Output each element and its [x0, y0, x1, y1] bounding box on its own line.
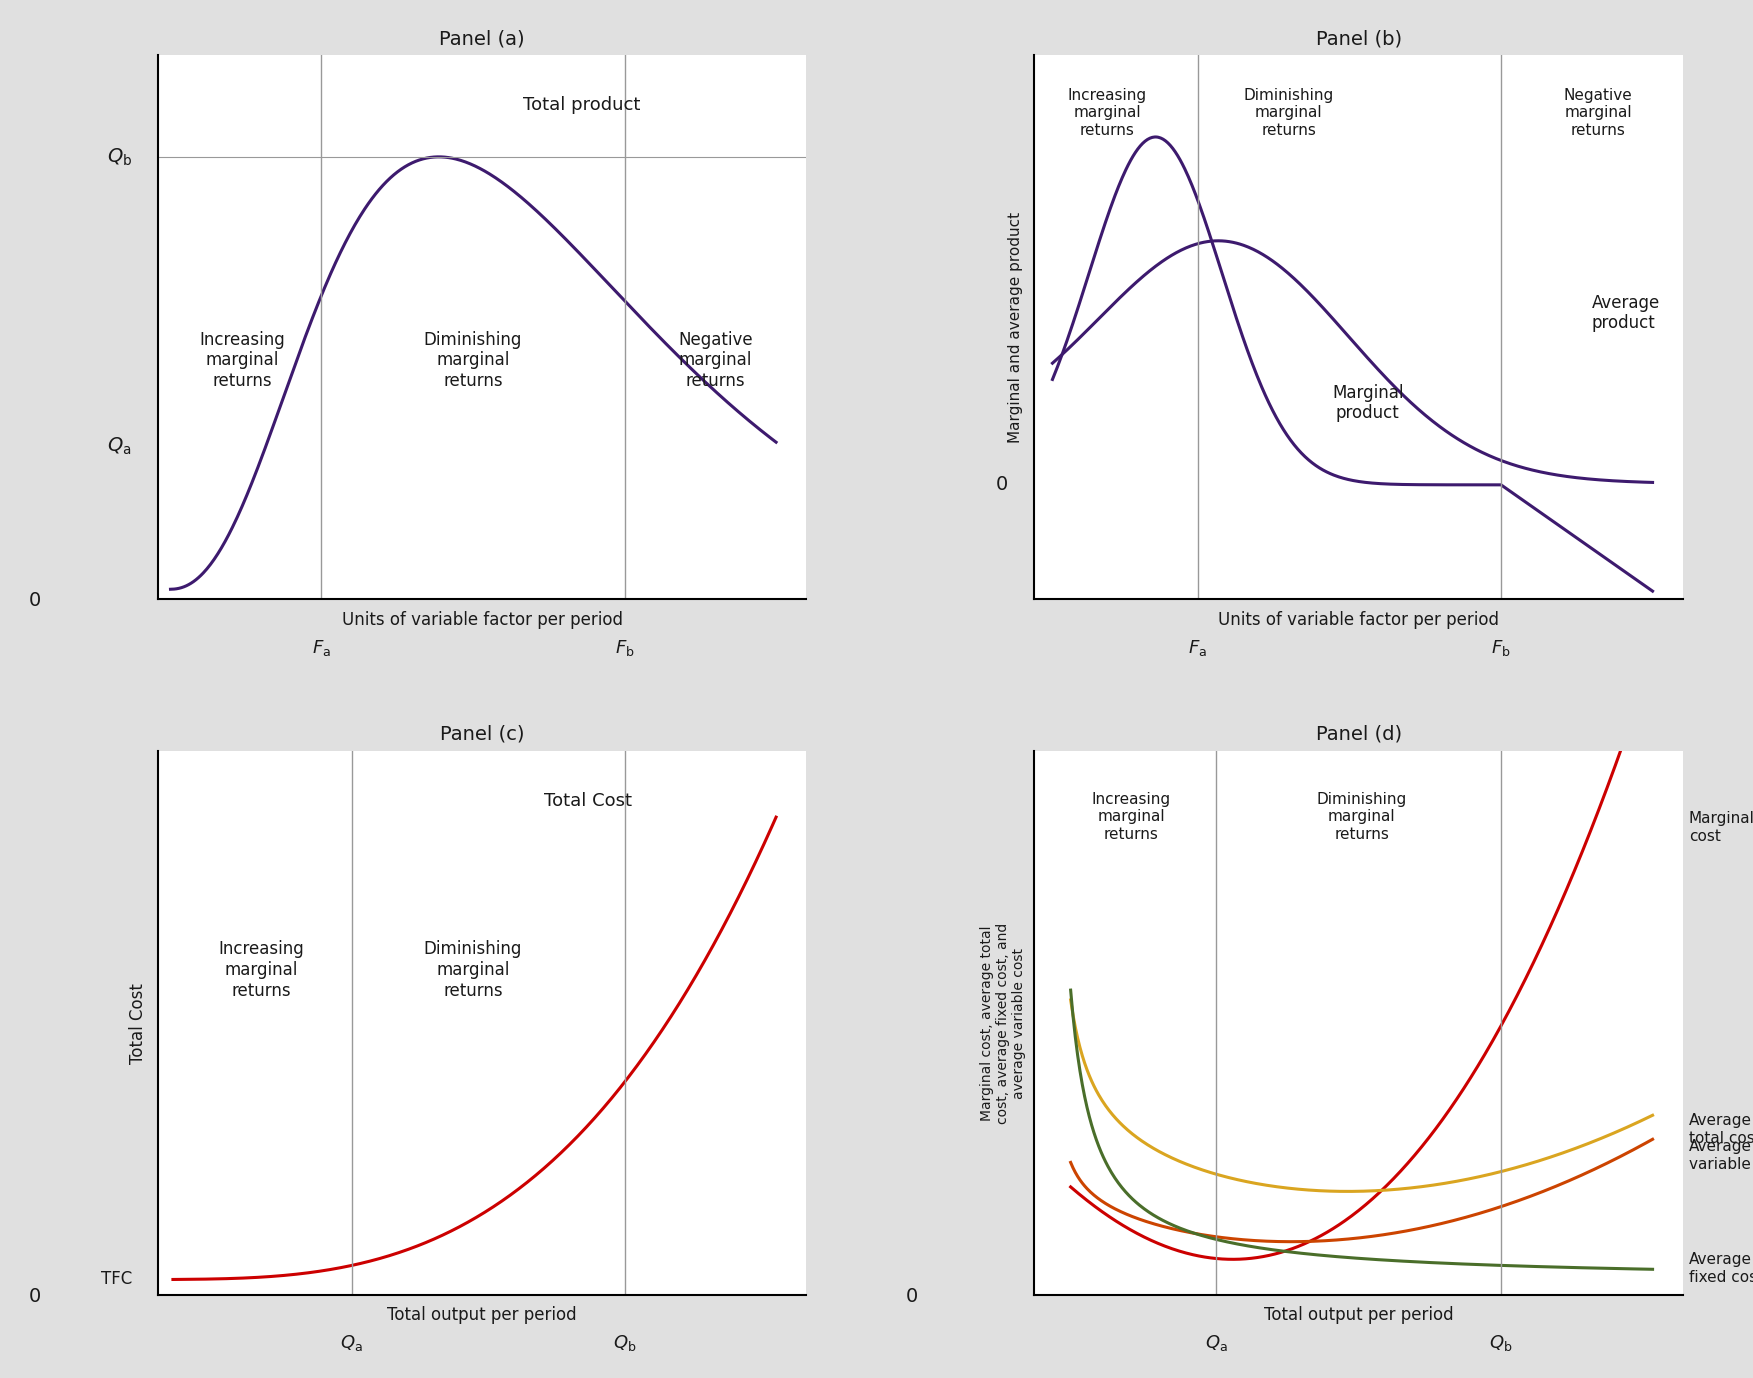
Text: Increasing
marginal
returns: Increasing marginal returns	[1068, 88, 1146, 138]
Text: Increasing
marginal
returns: Increasing marginal returns	[1092, 792, 1171, 842]
Y-axis label: Marginal cost, average total
cost, average fixed cost, and
average variable cost: Marginal cost, average total cost, avera…	[980, 922, 1026, 1124]
Text: TFC: TFC	[100, 1271, 131, 1288]
Text: 0: 0	[905, 1287, 917, 1306]
Text: $Q_\mathrm{a}$: $Q_\mathrm{a}$	[1204, 1334, 1227, 1353]
Text: Increasing
marginal
returns: Increasing marginal returns	[200, 331, 286, 390]
X-axis label: Total output per period: Total output per period	[387, 1306, 577, 1324]
Text: $Q_\mathrm{a}$: $Q_\mathrm{a}$	[340, 1334, 363, 1353]
Title: Panel (a): Panel (a)	[440, 29, 524, 48]
Text: Marginal
product: Marginal product	[1332, 383, 1404, 423]
Text: Negative
marginal
returns: Negative marginal returns	[678, 331, 752, 390]
Text: Diminishing
marginal
returns: Diminishing marginal returns	[1243, 88, 1334, 138]
Text: Increasing
marginal
returns: Increasing marginal returns	[217, 940, 303, 999]
Text: Total product: Total product	[524, 96, 642, 114]
Y-axis label: Marginal and average product: Marginal and average product	[1008, 212, 1024, 442]
Title: Panel (d): Panel (d)	[1315, 725, 1402, 744]
Text: Marginal
cost: Marginal cost	[1688, 812, 1753, 843]
Y-axis label: Total Cost: Total Cost	[128, 983, 147, 1064]
Text: Negative
marginal
returns: Negative marginal returns	[1564, 88, 1632, 138]
Text: 0: 0	[28, 1287, 40, 1306]
Text: 0: 0	[996, 475, 1008, 495]
Text: $F_\mathrm{a}$: $F_\mathrm{a}$	[312, 638, 331, 657]
Text: $Q_\mathrm{b}$: $Q_\mathrm{b}$	[614, 1334, 636, 1353]
Text: $F_\mathrm{b}$: $F_\mathrm{b}$	[615, 638, 635, 657]
Text: Average
total cost: Average total cost	[1688, 1113, 1753, 1145]
Text: $F_\mathrm{a}$: $F_\mathrm{a}$	[1189, 638, 1208, 657]
X-axis label: Units of variable factor per period: Units of variable factor per period	[342, 610, 622, 628]
Text: 0: 0	[28, 591, 40, 610]
Text: Average
product: Average product	[1592, 294, 1660, 332]
Text: Diminishing
marginal
returns: Diminishing marginal returns	[424, 331, 522, 390]
Text: Total Cost: Total Cost	[543, 792, 633, 810]
Text: Diminishing
marginal
returns: Diminishing marginal returns	[424, 940, 522, 999]
Text: Diminishing
marginal
returns: Diminishing marginal returns	[1317, 792, 1406, 842]
X-axis label: Units of variable factor per period: Units of variable factor per period	[1218, 610, 1499, 628]
Title: Panel (b): Panel (b)	[1315, 29, 1402, 48]
Text: $Q_\mathrm{b}$: $Q_\mathrm{b}$	[1490, 1334, 1513, 1353]
Text: $Q_\mathrm{a}$: $Q_\mathrm{a}$	[107, 437, 131, 457]
X-axis label: Total output per period: Total output per period	[1264, 1306, 1453, 1324]
Title: Panel (c): Panel (c)	[440, 725, 524, 744]
Text: $Q_\mathrm{b}$: $Q_\mathrm{b}$	[107, 146, 131, 168]
Text: Average
fixed cost: Average fixed cost	[1688, 1253, 1753, 1284]
Text: Average
variable cost: Average variable cost	[1688, 1140, 1753, 1171]
Text: $F_\mathrm{b}$: $F_\mathrm{b}$	[1492, 638, 1511, 657]
